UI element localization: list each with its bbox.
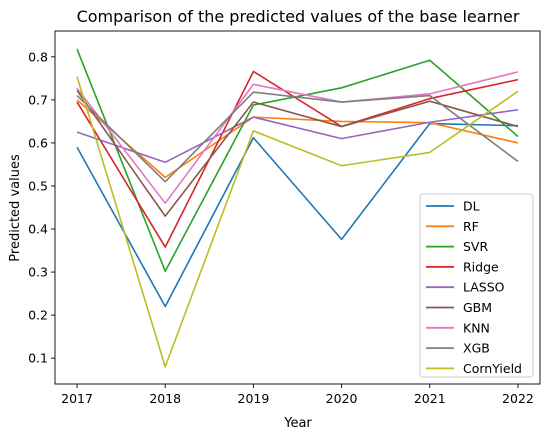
series-line-knn — [76, 71, 519, 204]
legend-label-cornyield: CornYield — [463, 361, 522, 376]
x-tick-label: 2019 — [238, 391, 270, 406]
legend-label-xgb: XGB — [463, 341, 490, 356]
legend: DL RF SVR Ridge LASSO GBM KNN XGB CornYield — [419, 193, 534, 378]
x-tick-label: 2020 — [326, 391, 358, 406]
legend-box — [419, 193, 534, 378]
x-tick-label: 2022 — [502, 391, 534, 406]
axis-ticks: 2017 2018 2019 2020 2021 2022 0.1 0.2 0.3 0.4 0.5 0… — [28, 49, 534, 406]
x-axis-label: Year — [283, 416, 312, 431]
y-tick-label: 0.6 — [28, 135, 48, 150]
x-tick-label: 2018 — [149, 391, 181, 406]
y-tick-label: 0.7 — [28, 92, 48, 107]
series-line-rf — [76, 99, 519, 179]
series-line-ridge — [76, 70, 519, 248]
y-tick-label: 0.3 — [28, 265, 48, 280]
legend-label-svr: SVR — [463, 239, 488, 254]
x-tick-label: 2017 — [61, 391, 93, 406]
y-tick-label: 0.1 — [28, 351, 48, 366]
plot-frame — [54, 30, 541, 385]
legend-label-lasso: LASSO — [463, 280, 505, 295]
legend-label-rf: RF — [463, 219, 479, 234]
y-tick-label: 0.8 — [28, 49, 48, 64]
series-line-cornyield — [76, 76, 519, 368]
legend-label-knn: KNN — [463, 320, 490, 335]
plot-area — [54, 30, 541, 385]
x-tick-label: 2021 — [414, 391, 446, 406]
legend-label-dl: DL — [463, 199, 480, 214]
series-line-dl — [76, 122, 518, 308]
y-tick-label: 0.5 — [28, 178, 48, 193]
chart-title: Comparison of the predicted values of th… — [77, 7, 520, 26]
series-line-lasso — [76, 108, 519, 164]
y-tick-label: 0.4 — [28, 222, 48, 237]
y-axis-label: Predicted values — [8, 154, 23, 262]
legend-label-gbm: GBM — [463, 300, 492, 315]
y-tick-label: 0.2 — [28, 308, 48, 323]
legend-label-ridge: Ridge — [463, 259, 499, 274]
series-line-gbm — [76, 89, 519, 217]
series-line-xgb — [76, 91, 519, 183]
